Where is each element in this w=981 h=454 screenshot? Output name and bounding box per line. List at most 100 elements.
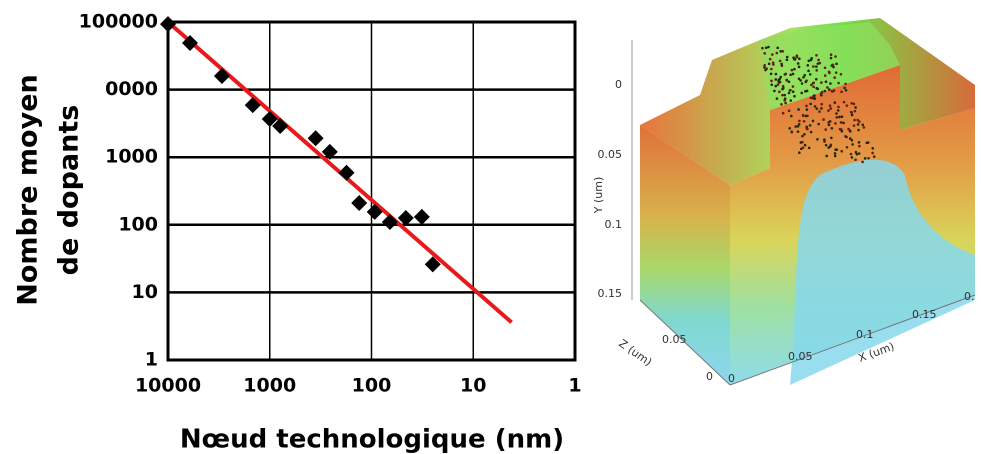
dopant (787, 109, 791, 113)
dopant (761, 46, 764, 50)
point (397, 210, 414, 227)
dopant (849, 152, 853, 156)
dopant (820, 102, 824, 106)
dopant (863, 157, 867, 160)
dopant (835, 112, 838, 115)
dopant (787, 80, 791, 84)
dopant (767, 45, 770, 49)
dopant (850, 138, 854, 142)
dopant (824, 80, 828, 84)
dopant (809, 102, 812, 106)
dopant (783, 73, 787, 76)
dopant (861, 123, 865, 127)
y-tick-label: 1 (145, 349, 158, 371)
dopant (839, 121, 843, 124)
dopant (770, 79, 773, 83)
dopant (805, 104, 808, 108)
well (790, 159, 975, 385)
dopant (789, 88, 792, 92)
dopant (797, 108, 800, 111)
y-tick-label: 0.1 (605, 218, 623, 231)
dopant (784, 101, 787, 105)
dopant (848, 130, 852, 133)
x-tick-label: 10 (460, 375, 486, 397)
dopant (769, 72, 773, 76)
y-tick-label: 0.15 (598, 287, 623, 300)
z-tick-label: 0 (706, 370, 713, 383)
dopant (823, 74, 827, 77)
dopant (798, 119, 801, 123)
dopant (812, 81, 815, 85)
dopant (857, 141, 861, 144)
dopant (774, 84, 778, 88)
dopant (822, 118, 825, 121)
x-tick-label: 0. (964, 290, 975, 303)
dopant (763, 52, 767, 55)
y-tick-label: 0.05 (598, 148, 623, 161)
x-tick-label: 0.05 (788, 350, 813, 363)
dopant (790, 68, 794, 72)
dopant (852, 102, 856, 106)
dopant (797, 65, 801, 69)
dopant (789, 99, 793, 102)
plot-frame (166, 20, 577, 362)
dopant (770, 67, 773, 71)
dopant (791, 85, 795, 88)
dopant (809, 130, 813, 134)
dopant (796, 130, 800, 133)
dopant (816, 138, 819, 141)
y-axis-title: de dopants (54, 105, 85, 276)
dopant (796, 62, 800, 65)
dopant (827, 109, 830, 112)
y-tick-label: 10 (132, 281, 158, 303)
dopant (845, 104, 849, 107)
dopant (785, 55, 789, 59)
dopant (812, 65, 815, 68)
dopant (770, 83, 774, 86)
x-tick-label: 0 (728, 372, 735, 385)
z-axis-label: Z (um) (616, 337, 654, 369)
dopant (845, 145, 849, 149)
dopant (812, 85, 815, 89)
dopant (857, 152, 861, 155)
dopant (823, 89, 827, 93)
dopant (780, 103, 783, 106)
dopant (805, 108, 809, 111)
dopant (818, 110, 821, 113)
dopant (806, 64, 810, 67)
dopant-cloud (761, 45, 876, 164)
dopant (828, 120, 832, 123)
x-tick-label: 1 (568, 375, 581, 397)
y-tick-label: 1000 (105, 146, 158, 168)
dopant (842, 100, 846, 104)
dopant (830, 89, 834, 93)
dopant (811, 119, 815, 123)
dopant (781, 84, 785, 88)
point (272, 118, 289, 135)
dopant (805, 79, 808, 82)
dopant (817, 58, 820, 62)
dopant (800, 91, 803, 95)
dopant (829, 107, 833, 110)
x-tick-label: 10000 (135, 375, 201, 397)
dopant (798, 151, 801, 154)
dopant (813, 97, 816, 101)
dopant (838, 115, 841, 119)
dopant (852, 124, 856, 127)
dopant (797, 123, 801, 126)
dopant (830, 136, 833, 140)
dopant (832, 65, 835, 69)
dopant (840, 149, 844, 153)
dopant (791, 72, 795, 76)
dopant (823, 138, 826, 141)
point (244, 97, 261, 114)
dopant (837, 81, 840, 85)
dopant (785, 79, 789, 82)
dopant (823, 66, 827, 70)
dopant (844, 88, 848, 92)
dopant (828, 71, 831, 75)
dopant (781, 50, 784, 53)
dopant (840, 129, 844, 133)
dopant (802, 119, 806, 123)
x-tick-label: 0.1 (856, 328, 874, 341)
